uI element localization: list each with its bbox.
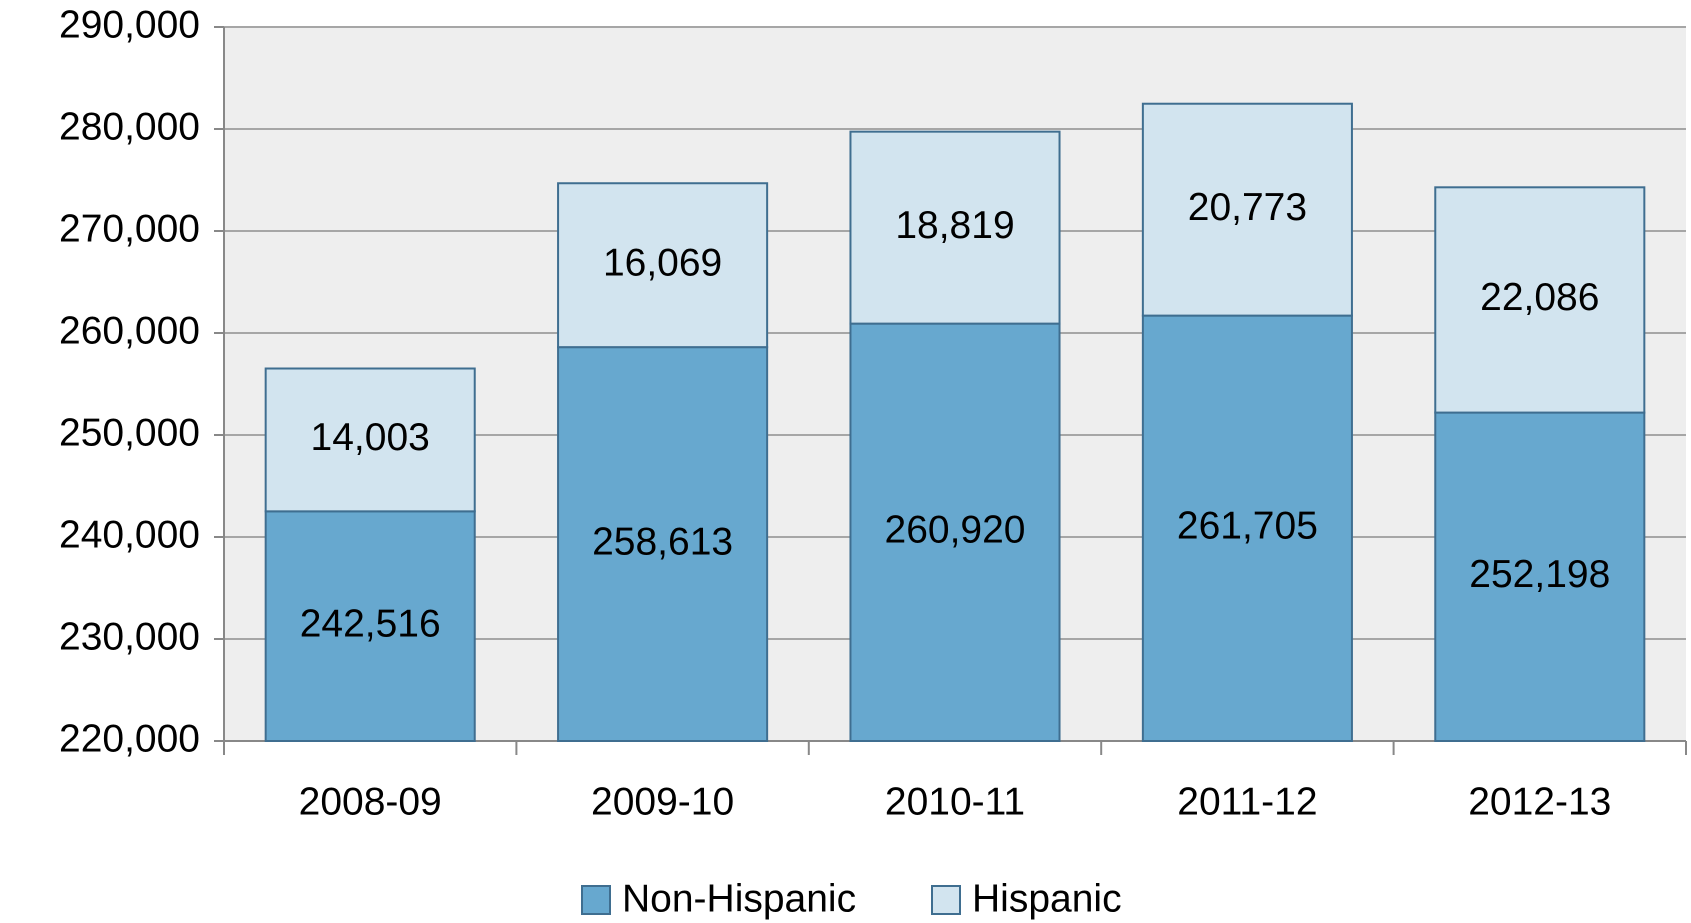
y-tick-label: 230,000 [59,615,200,658]
data-label: 14,003 [311,416,430,459]
bar-segment [1434,411,1646,742]
x-tick-label: 2008-09 [299,780,442,823]
bar-segment [1434,186,1646,414]
bar-segment [1141,102,1353,317]
data-label: 20,773 [1188,186,1307,229]
data-label: 22,086 [1480,276,1599,319]
bar-segment [557,182,769,349]
legend-swatch [931,885,961,915]
data-label: 252,198 [1469,553,1610,596]
data-label: 261,705 [1177,505,1318,548]
x-tick-label: 2009-10 [591,780,734,823]
x-tick-label: 2012-13 [1468,780,1611,823]
y-tick-label: 290,000 [59,3,200,46]
bar-segment [849,130,1061,325]
bar-segment [557,346,769,742]
bar-segment [1141,314,1353,742]
bar-segment [264,367,476,513]
legend-label: Non-Hispanic [622,877,856,920]
y-tick-label: 240,000 [59,513,200,556]
y-tick-label: 270,000 [59,207,200,250]
legend-label: Hispanic [972,877,1122,920]
legend-swatch [581,885,611,915]
data-label: 18,819 [895,204,1014,247]
x-tick-label: 2011-12 [1177,780,1317,823]
y-tick-label: 280,000 [59,105,200,148]
y-tick-label: 250,000 [59,411,200,454]
y-tick-label: 260,000 [59,309,200,352]
data-label: 260,920 [885,509,1026,552]
data-label: 258,613 [592,520,733,563]
y-tick-label: 220,000 [59,717,200,760]
x-tick-label: 2010-11 [885,780,1025,823]
bar-segment [264,510,476,742]
data-label: 242,516 [300,602,441,645]
data-label: 16,069 [603,241,722,284]
bar-segment [849,322,1061,742]
